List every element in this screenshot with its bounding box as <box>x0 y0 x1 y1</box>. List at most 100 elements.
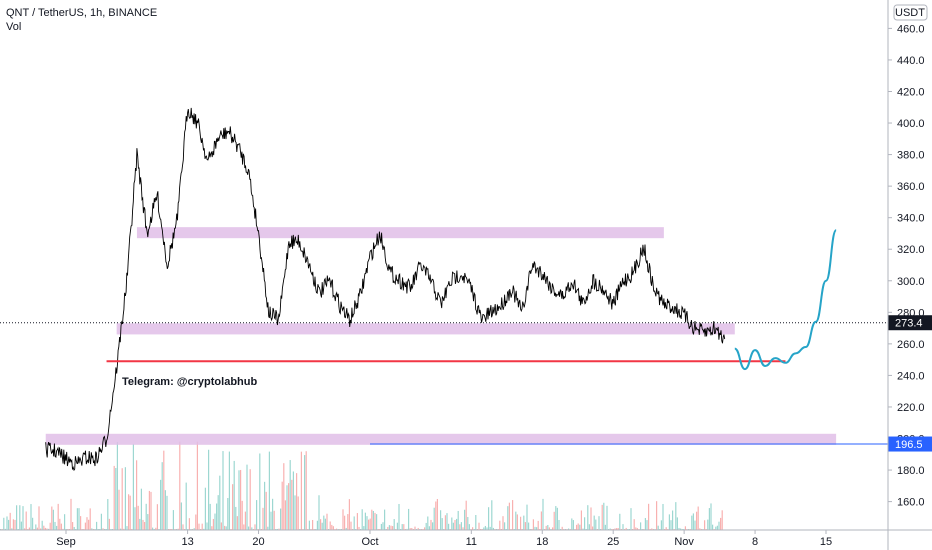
volume-bar <box>160 479 162 530</box>
volume-bar <box>16 505 18 530</box>
volume-bar <box>606 505 608 530</box>
volume-bar <box>11 528 13 530</box>
support-resistance-zones[interactable] <box>45 227 837 445</box>
volume-bar <box>108 518 110 530</box>
volume-bar <box>462 527 464 530</box>
volume-bar <box>678 527 680 530</box>
volume-bar <box>366 516 368 530</box>
volume-bar <box>507 506 509 530</box>
volume-bar <box>580 510 582 530</box>
volume-bar <box>694 520 696 530</box>
volume-bar <box>579 524 581 530</box>
volume-bar <box>102 528 104 530</box>
volume-bar <box>388 525 390 530</box>
time-tick-label: 25 <box>607 536 619 548</box>
volume-bar <box>70 498 72 530</box>
volume-bar <box>224 525 226 530</box>
volume-bar <box>284 500 286 530</box>
volume-bar <box>382 522 384 530</box>
volume-bar <box>684 526 686 530</box>
volume-bar <box>232 484 234 530</box>
volume-bar <box>609 528 611 530</box>
ray-price-badge: 196.5 <box>895 439 923 451</box>
volume-bar <box>561 526 563 530</box>
volume-bar <box>696 511 698 530</box>
volume-bar <box>80 516 82 530</box>
volume-bar <box>28 527 30 530</box>
volume-bar <box>180 502 182 530</box>
volume-bar <box>198 523 200 530</box>
volume-bar <box>587 505 589 530</box>
volume-bar <box>56 525 58 530</box>
volume-bar <box>545 525 547 530</box>
volume-bar <box>300 451 302 530</box>
price-tick-label: 260.0 <box>897 339 925 351</box>
volume-bar <box>195 514 197 530</box>
volume-bar <box>486 527 488 530</box>
volume-bar <box>515 511 517 530</box>
volume-bar <box>721 510 723 530</box>
volume-bar <box>595 519 597 530</box>
volume-bar <box>262 507 264 530</box>
volume-bar <box>12 519 14 530</box>
volume-bar <box>448 523 450 530</box>
volume-bar <box>625 527 627 530</box>
volume-bar <box>217 495 219 530</box>
volume-bar <box>140 488 142 530</box>
volume-bar <box>164 490 166 530</box>
volume-bar <box>276 528 278 530</box>
volume-bar <box>408 508 410 530</box>
volume-bar <box>358 526 360 530</box>
time-axis[interactable]: Sep 13 20 Oct 11 18 25 Nov 8 15 <box>56 530 832 548</box>
volume-bar <box>433 507 435 530</box>
volume-bar <box>30 504 32 530</box>
volume-bar <box>107 499 109 530</box>
volume-bar <box>708 508 710 530</box>
drawn-lines[interactable] <box>0 322 888 445</box>
volume-bar <box>403 524 405 530</box>
volume-bar <box>267 526 269 530</box>
ray-price-badge-box <box>888 436 932 452</box>
volume-bar <box>350 521 352 530</box>
volume-bar <box>342 509 344 530</box>
volume-bar <box>296 473 298 530</box>
telegram-annotation: Telegram: @cryptolabhub <box>122 376 257 388</box>
volume-bar <box>41 520 43 530</box>
volume-bar <box>369 518 371 530</box>
volume-bar <box>3 517 5 530</box>
volume-bar <box>288 483 290 530</box>
volume-bar <box>697 506 699 530</box>
currency-badge-box[interactable] <box>893 4 928 21</box>
volume-bar <box>134 507 136 530</box>
time-tick-label: 15 <box>820 536 832 548</box>
volume-bar <box>305 451 307 530</box>
price-series[interactable] <box>45 107 726 472</box>
volume-bar <box>619 513 621 530</box>
volume-bar <box>376 514 378 530</box>
price-axis[interactable]: 160.0180.0200.0220.0240.0260.0280.0300.0… <box>888 23 925 509</box>
volume-bar <box>124 467 126 530</box>
projection-series[interactable] <box>734 229 838 371</box>
volume-bar <box>646 520 648 530</box>
volume-bar <box>88 519 90 530</box>
volume-bar <box>451 517 453 530</box>
time-tick-label: 8 <box>752 536 758 548</box>
volume-bar <box>38 506 40 530</box>
volume-bar <box>657 525 659 530</box>
time-tick-label: 20 <box>252 536 264 548</box>
volume-label: Vol <box>6 21 21 33</box>
volume-bar <box>384 509 386 530</box>
volume-bar <box>472 527 474 530</box>
volume-bar <box>188 518 190 530</box>
price-tick-label: 360.0 <box>897 181 925 193</box>
volume-bar <box>460 522 462 530</box>
volume-bar <box>491 500 493 530</box>
volume-bar <box>206 522 208 530</box>
volume-bar <box>308 520 310 530</box>
volume-bar <box>668 514 670 530</box>
volume-bar <box>484 525 486 530</box>
volume-bar <box>91 528 93 530</box>
volume-bar <box>163 450 165 530</box>
